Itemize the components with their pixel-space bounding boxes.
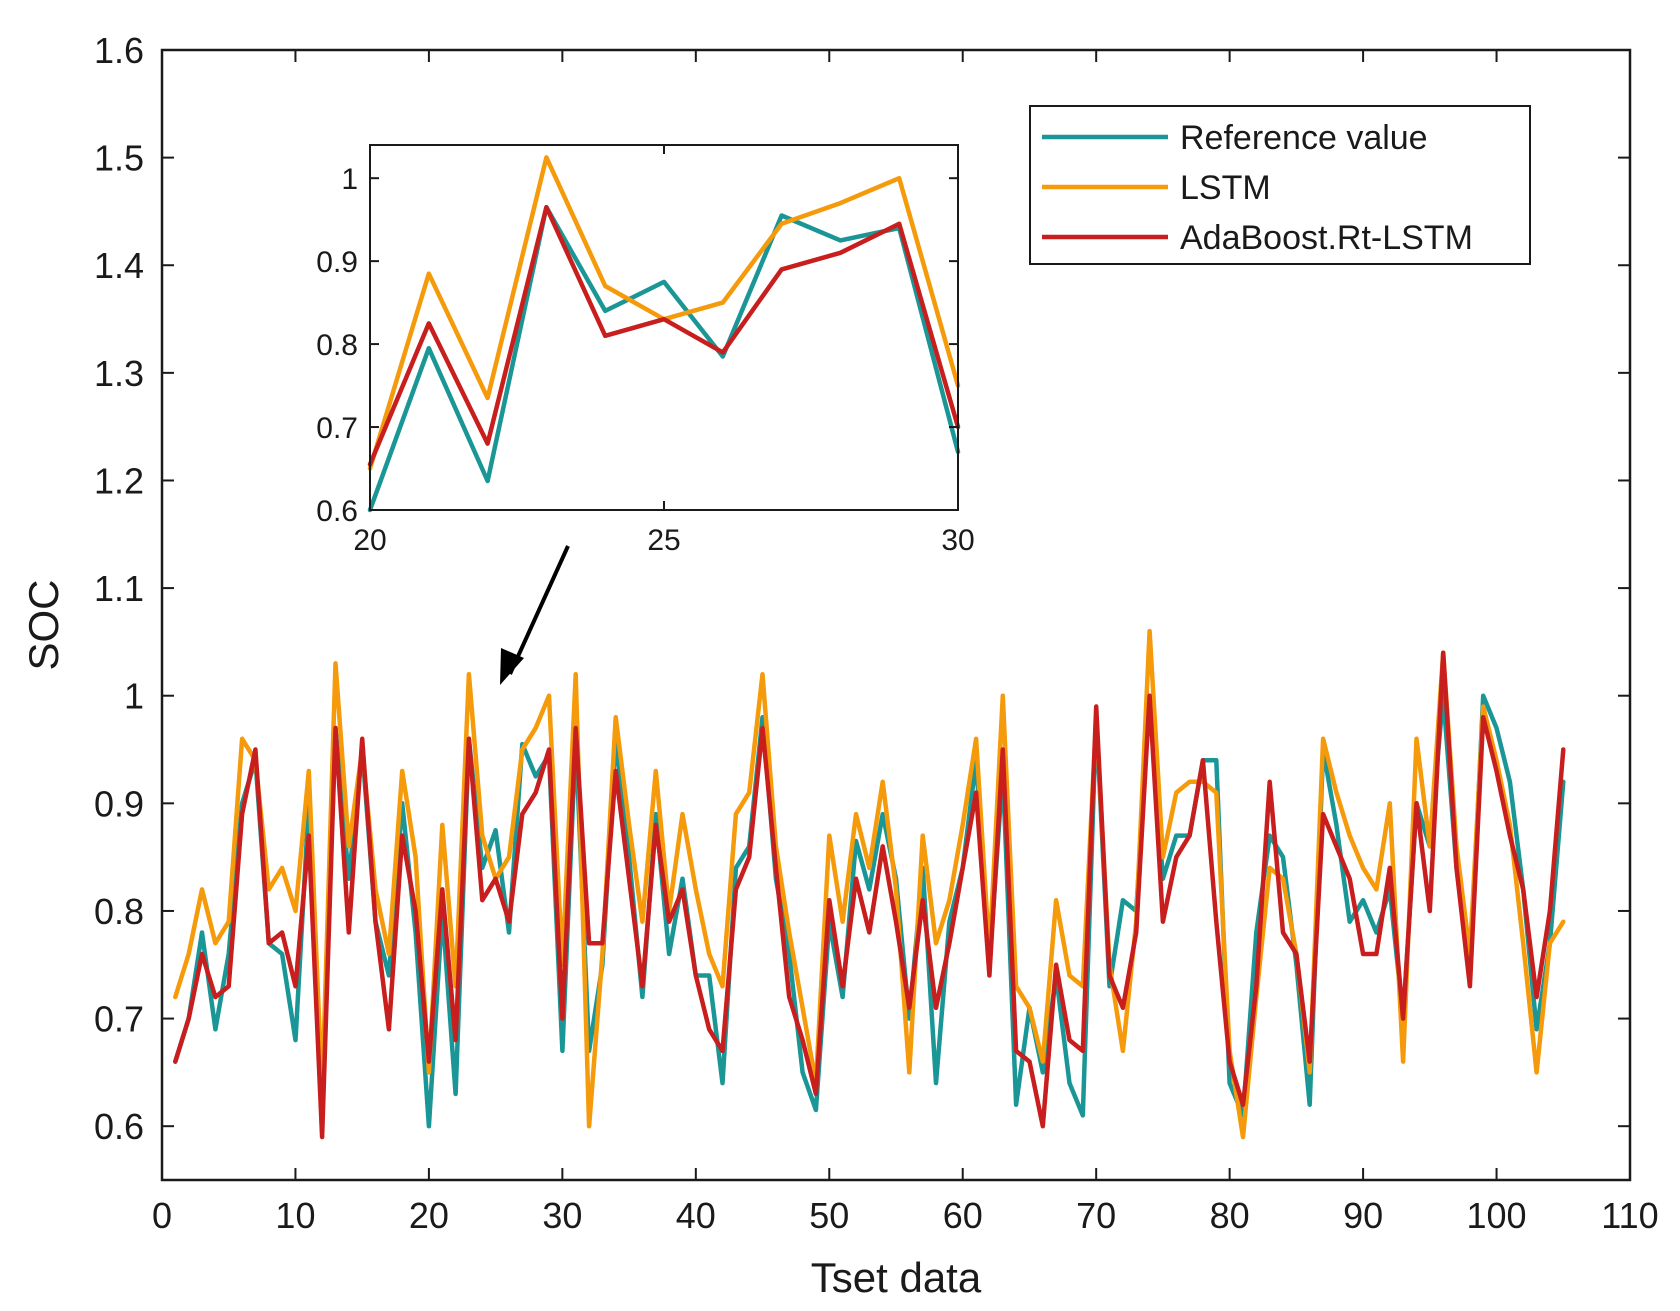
x-tick-label: 60 [943,1195,983,1236]
inset-series-line-adaboost-rt-lstm [367,204,961,467]
y-tick-label: 0.7 [94,999,144,1040]
series-line-adaboost-rt-lstm [173,650,1566,1140]
y-tick-label: 0.9 [94,783,144,824]
main-tick-marks [161,49,1631,1180]
y-tick-label: 1.1 [94,568,144,609]
legend-label: Reference value [1180,119,1428,157]
inset-x-tick-label: 20 [353,524,386,557]
y-tick-label: 1.3 [94,353,144,394]
y-tick-label: 0.6 [94,1106,144,1147]
inset-y-tick-labels: 0.6 0.7 0.8 0.9 1 [316,163,358,528]
y-tick-label: 1.5 [94,138,144,179]
y-tick-label: 0.8 [94,891,144,932]
x-tick-label: 110 [1601,1195,1658,1236]
x-tick-label: 20 [409,1195,449,1236]
main-plot: 0 10 20 30 40 50 60 70 80 90 100 110 0.6 0.7 0.8 0.9 1 1… [20,30,1659,1301]
x-tick-label: 90 [1343,1195,1383,1236]
x-tick-label: 30 [542,1195,582,1236]
x-tick-label: 50 [809,1195,849,1236]
x-tick-label: 70 [1076,1195,1116,1236]
legend-label: AdaBoost.Rt-LSTM [1180,219,1473,257]
inset-plot: 20 25 30 0.6 0.7 0.8 0.9 1 [316,144,975,557]
inset-y-tick-label: 0.8 [316,329,358,362]
x-tick-label: 80 [1210,1195,1250,1236]
y-tick-label: 1.4 [94,245,144,286]
legend: Reference value LSTM AdaBoost.Rt-LSTM [1029,105,1531,265]
zoom-arrow-head [500,648,524,685]
inset-y-tick-label: 1 [341,163,358,196]
series-line-reference-value [173,693,1566,1129]
x-tick-label: 100 [1467,1195,1527,1236]
y-axis-label: SOC [20,579,67,670]
main-y-tick-labels: 0.6 0.7 0.8 0.9 1 1.1 1.2 1.3 1.4 1.5 1.6 [94,30,144,1147]
y-tick-label: 1.6 [94,30,144,71]
main-series-lines [173,628,1566,1140]
x-tick-label: 40 [676,1195,716,1236]
x-tick-label: 0 [152,1195,172,1236]
main-plot-frame [160,48,1632,1182]
inset-y-tick-label: 0.7 [316,412,358,445]
zoom-arrow-shaft [508,545,570,675]
x-tick-label: 10 [275,1195,315,1236]
zoom-arrow [500,545,570,685]
y-tick-label: 1 [124,676,144,717]
series-line-lstm [173,628,1566,1140]
inset-x-tick-label: 25 [647,524,680,557]
inset-y-tick-label: 0.6 [316,495,358,528]
inset-x-tick-labels: 20 25 30 [353,524,974,557]
inset-y-tick-label: 0.9 [316,246,358,279]
inset-background [370,145,958,510]
inset-x-tick-label: 30 [941,524,974,557]
x-axis-label: Tset data [811,1254,982,1301]
main-x-tick-labels: 0 10 20 30 40 50 60 70 80 90 100 110 [152,1195,1659,1236]
legend-label: LSTM [1180,169,1271,207]
y-tick-label: 1.2 [94,460,144,501]
inset-tick-marks [369,145,959,511]
inset-series-line-reference-value [367,204,961,513]
inset-series-lines [367,155,961,513]
